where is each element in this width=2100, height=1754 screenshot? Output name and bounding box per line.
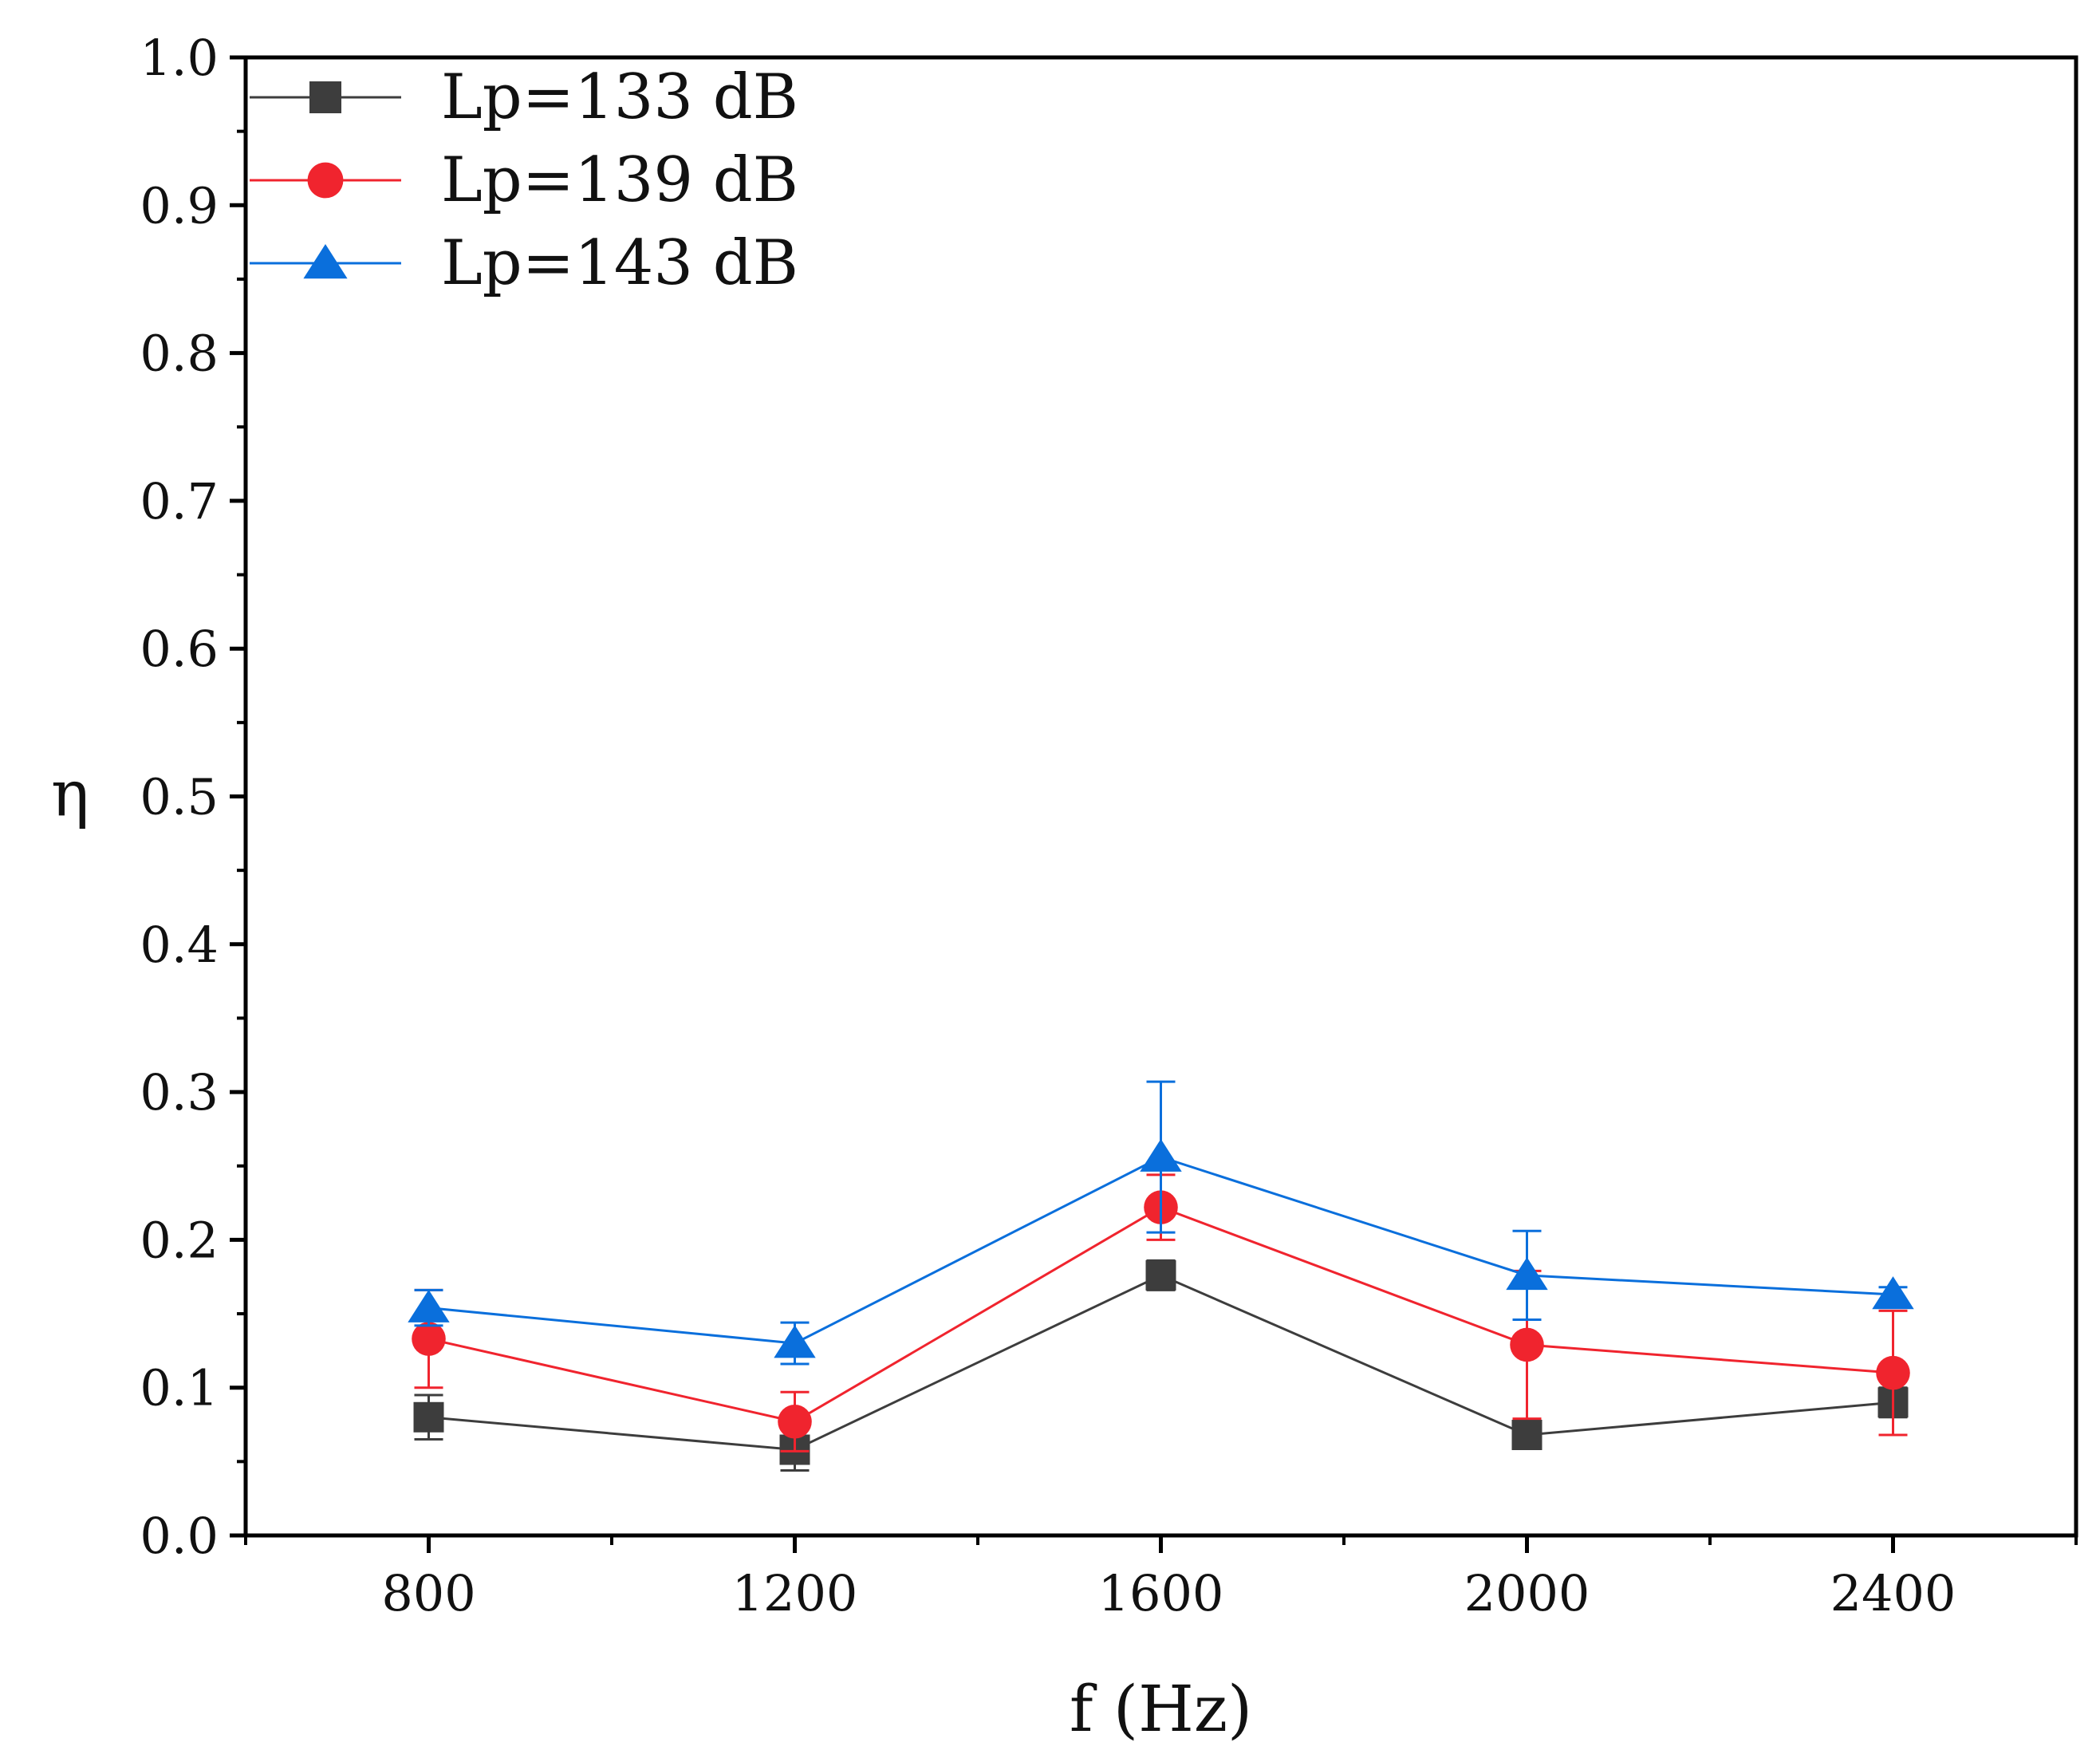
y-tick-label: 0.2 <box>140 1211 219 1269</box>
y-tick-label: 0.4 <box>140 916 219 974</box>
legend: Lp=133 dB Lp=139 dB Lp=143 dB <box>250 61 798 299</box>
data-point <box>413 1401 444 1433</box>
data-point <box>774 1325 816 1358</box>
data-point <box>408 1289 450 1322</box>
data-point <box>778 1405 812 1439</box>
y-tick-label: 1.0 <box>140 29 219 87</box>
series-layer <box>408 1080 1914 1472</box>
legend-marker <box>307 162 344 199</box>
y-tick-label: 0.6 <box>140 620 219 678</box>
data-point <box>1872 1276 1914 1310</box>
y-tick-label: 0.3 <box>140 1063 219 1121</box>
legend-item-2: Lp=139 dB <box>250 144 798 216</box>
legend-marker <box>309 81 341 113</box>
x-axis-title: f (Hz) <box>1070 1672 1252 1746</box>
y-tick-label: 0.9 <box>140 176 219 235</box>
y-tick-label: 0.0 <box>140 1507 219 1565</box>
x-tick-label: 1200 <box>732 1564 858 1622</box>
data-point <box>1506 1257 1548 1291</box>
legend-label: Lp=133 dB <box>441 61 798 133</box>
data-point <box>1140 1138 1182 1172</box>
axes-layer: 0.0 0.1 0.2 0.3 0.4 0.5 0.6 0.7 0.8 0.9 1.0 800 1200… <box>140 29 2078 1622</box>
x-tick-label: 800 <box>381 1564 475 1622</box>
x-tick-label: 1600 <box>1098 1564 1224 1622</box>
x-tick-label: 2000 <box>1464 1564 1590 1622</box>
y-tick-label: 0.5 <box>140 768 219 826</box>
y-axis-title: η <box>51 757 89 831</box>
data-point <box>412 1322 446 1356</box>
x-tick-label: 2400 <box>1830 1564 1956 1622</box>
data-point <box>1510 1327 1544 1362</box>
legend-item-3: Lp=143 dB <box>250 227 798 299</box>
y-tick-label: 0.1 <box>140 1359 219 1417</box>
legend-label: Lp=139 dB <box>441 144 798 216</box>
data-point <box>1145 1259 1176 1291</box>
legend-item-1: Lp=133 dB <box>250 61 798 133</box>
y-tick-label: 0.7 <box>140 472 219 530</box>
legend-label: Lp=143 dB <box>441 227 798 299</box>
data-point <box>1511 1419 1542 1450</box>
series-3 <box>408 1080 1914 1366</box>
legend-marker <box>303 244 348 279</box>
data-point <box>1876 1355 1910 1390</box>
y-tick-label: 0.8 <box>140 325 219 383</box>
